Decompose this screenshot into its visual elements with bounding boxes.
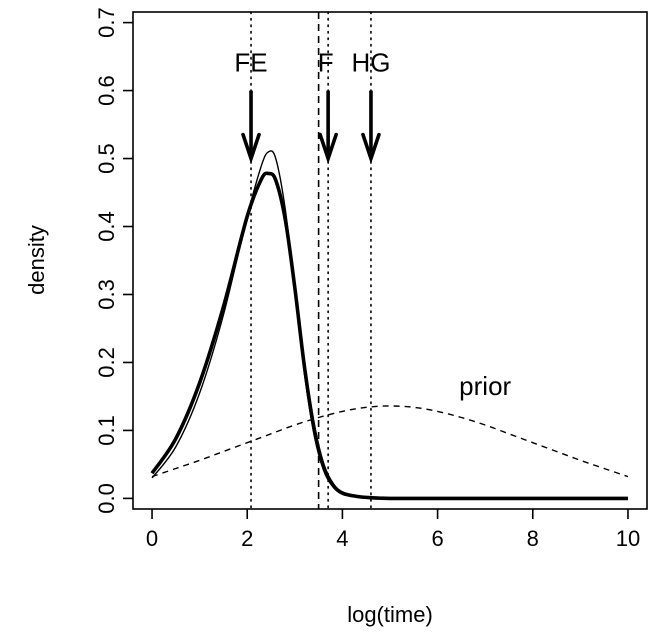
- arrow-head: [318, 132, 338, 165]
- axis-ticks: 0 2 4 6 8 10 0.0 0.1 0.2 0.3 0.4 0.5 0.6 0.7: [94, 7, 640, 551]
- x-tick-label: 0: [146, 526, 158, 551]
- y-tick-label: 0.2: [94, 347, 119, 378]
- arrow-fe: FE: [234, 48, 268, 165]
- y-tick-label: 0.6: [94, 75, 119, 106]
- arrow-f: F: [318, 48, 338, 165]
- arrow-head: [361, 132, 381, 165]
- arrow-label: F: [318, 48, 334, 78]
- arrow-head: [241, 132, 261, 165]
- y-tick-label: 0.5: [94, 143, 119, 174]
- y-tick-label: 0.0: [94, 483, 119, 514]
- x-tick-label: 2: [241, 526, 253, 551]
- arrow-label: FE: [234, 48, 267, 78]
- marker-arrows: FE F HG: [234, 48, 390, 165]
- annotation-labels: prior: [459, 371, 511, 401]
- y-tick-label: 0.1: [94, 415, 119, 446]
- arrow-hg: HG: [351, 48, 390, 165]
- posterior-curve-thick: [150, 171, 628, 501]
- x-tick-label: 6: [431, 526, 443, 551]
- posterior-curve-thin: [151, 150, 628, 500]
- y-tick-label: 0.4: [94, 211, 119, 242]
- reference-lines: [250, 11, 372, 510]
- y-axis-title: density: [24, 225, 49, 295]
- prior-curve: [151, 405, 629, 478]
- series-lines: [150, 150, 629, 501]
- x-tick-label: 4: [336, 526, 348, 551]
- y-tick-label: 0.3: [94, 279, 119, 310]
- annotation-label: prior: [459, 371, 511, 401]
- y-tick-label: 0.7: [94, 7, 119, 38]
- x-axis-title: log(time): [347, 602, 433, 627]
- plot-frame: [132, 11, 648, 510]
- arrow-label: HG: [351, 48, 390, 78]
- x-tick-label: 10: [616, 526, 640, 551]
- x-tick-label: 8: [527, 526, 539, 551]
